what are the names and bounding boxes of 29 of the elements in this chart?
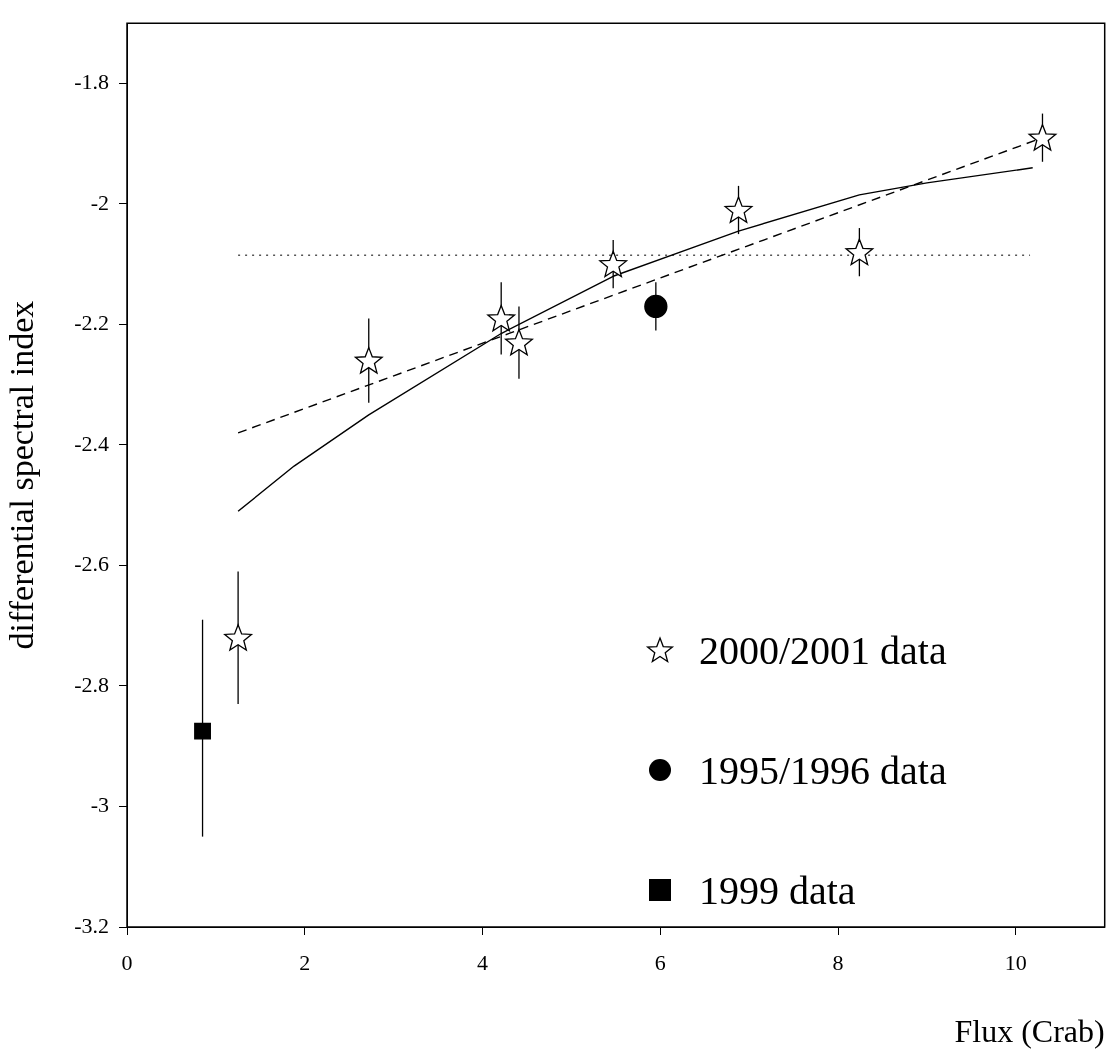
x-tick-label: 6: [654, 949, 666, 975]
y-tick-label: -2.8: [74, 671, 109, 697]
x-tick-label: 2: [299, 949, 311, 975]
legend-label: 1999 data: [699, 866, 856, 914]
y-tick-label: -2.2: [74, 310, 109, 336]
y-tick-label: -3.2: [74, 912, 109, 938]
x-tick-label: 10: [1004, 949, 1027, 975]
y-tick-label: -2.4: [74, 430, 109, 456]
point: [599, 250, 628, 278]
point: [1028, 124, 1057, 151]
x-tick-label: 0: [121, 949, 133, 975]
point: [224, 624, 253, 651]
y-tick-label: -2.6: [74, 551, 109, 577]
y-tick-label: -3: [90, 792, 109, 818]
legend-label: 1995/1996 data: [699, 746, 947, 794]
point: [845, 238, 874, 266]
y-tick-label: -2: [90, 189, 109, 215]
point: [644, 294, 668, 319]
legend-label: 2000/2001 data: [699, 626, 947, 674]
x-axis-title: Flux (Crab): [954, 1013, 1105, 1050]
point: [354, 346, 383, 374]
point: [505, 328, 533, 356]
x-tick-label: 4: [477, 949, 489, 975]
point: [487, 304, 516, 332]
point: [724, 196, 753, 223]
x-tick-label: 8: [832, 949, 844, 975]
y-axis-title: differential spectral index: [3, 300, 41, 650]
y-tick-label: -1.8: [74, 69, 109, 95]
point: [194, 722, 211, 740]
